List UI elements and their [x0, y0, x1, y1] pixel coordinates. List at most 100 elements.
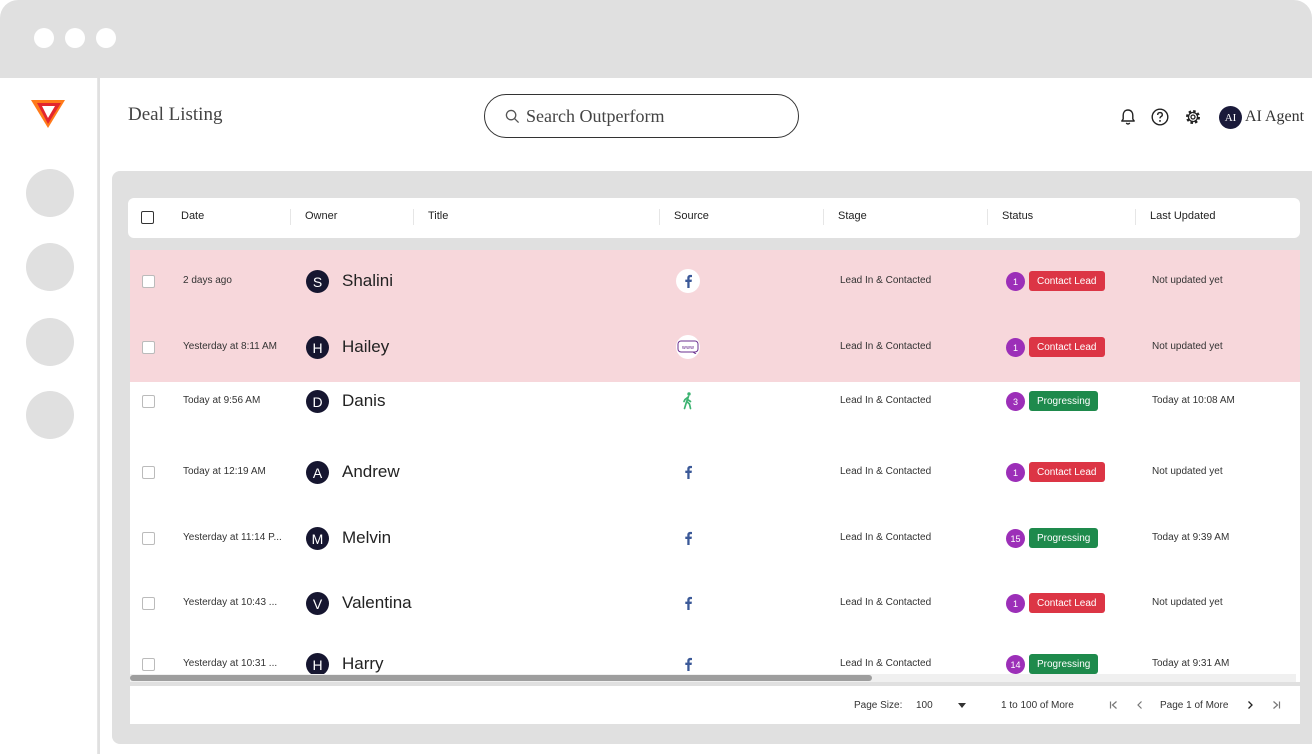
status-badge[interactable]: Contact Lead: [1029, 462, 1105, 482]
column-header-last-updated[interactable]: Last Updated: [1150, 210, 1216, 222]
activity-count-badge: 3: [1006, 392, 1025, 411]
table-row[interactable]: Yesterday at 10:43 ... V Valentina Lead In …: [130, 570, 1300, 636]
deal-date: Yesterday at 10:43 ...: [183, 597, 278, 608]
owner-name[interactable]: Danis: [342, 391, 386, 410]
owner-name[interactable]: Shalini: [342, 271, 394, 290]
column-header-stage[interactable]: Stage: [838, 210, 867, 222]
column-header-status[interactable]: Status: [1002, 210, 1034, 222]
sidebar-nav-item[interactable]: [26, 169, 74, 217]
select-all-checkbox[interactable]: [141, 211, 154, 224]
owner-name[interactable]: Andrew: [342, 462, 400, 481]
facebook-icon: [676, 526, 700, 550]
deal-stage: Lead In & Contacted: [840, 658, 932, 669]
row-checkbox[interactable]: [142, 532, 155, 545]
gear-icon[interactable]: [1183, 107, 1203, 127]
column-header-source[interactable]: Source: [674, 210, 709, 222]
owner-avatar: M: [306, 527, 329, 550]
deal-date: Today at 9:56 AM: [183, 395, 261, 406]
chevron-down-icon[interactable]: [958, 703, 966, 708]
last-updated: Not updated yet: [1152, 275, 1223, 286]
owner-avatar: H: [306, 336, 329, 359]
sidebar-nav-item[interactable]: [26, 318, 74, 366]
activity-count-badge: 14: [1006, 655, 1025, 674]
sidebar-nav-item[interactable]: [26, 243, 74, 291]
deal-stage: Lead In & Contacted: [840, 341, 932, 352]
sidebar-nav-item[interactable]: [26, 391, 74, 439]
status-badge[interactable]: Contact Lead: [1029, 593, 1105, 613]
column-divider: [823, 209, 824, 225]
sidebar: [0, 78, 100, 754]
facebook-icon: [676, 460, 700, 484]
pagination-bar: Page Size: 100 1 to 100 of More Page 1 o…: [130, 686, 1300, 724]
row-checkbox[interactable]: [142, 341, 155, 354]
column-divider: [987, 209, 988, 225]
status-badge[interactable]: Progressing: [1029, 528, 1099, 548]
row-checkbox[interactable]: [142, 395, 155, 408]
app-logo-icon[interactable]: [31, 98, 65, 130]
row-checkbox[interactable]: [142, 466, 155, 479]
deal-date: Yesterday at 11:14 P...: [183, 532, 282, 543]
window-dot[interactable]: [96, 28, 116, 48]
deal-date: Yesterday at 8:11 AM: [183, 341, 277, 352]
window-dot[interactable]: [34, 28, 54, 48]
deal-stage: Lead In & Contacted: [840, 275, 932, 286]
deal-date: 2 days ago: [183, 275, 232, 286]
horizontal-scrollbar[interactable]: [130, 674, 1296, 682]
previous-page-icon[interactable]: [1133, 698, 1147, 712]
table-row[interactable]: Today at 12:19 AM A Andrew Lead In & Contac…: [130, 439, 1300, 505]
row-checkbox[interactable]: [142, 658, 155, 671]
deal-stage: Lead In & Contacted: [840, 532, 932, 543]
status-badge[interactable]: Progressing: [1029, 654, 1099, 674]
column-header-title[interactable]: Title: [428, 210, 449, 222]
window-dot[interactable]: [65, 28, 85, 48]
column-divider: [290, 209, 291, 225]
user-name[interactable]: AI Agent: [1245, 108, 1305, 125]
activity-count-badge: 15: [1006, 529, 1025, 548]
owner-name[interactable]: Melvin: [342, 528, 392, 547]
owner-avatar: S: [306, 270, 329, 293]
search-bar[interactable]: [484, 94, 799, 138]
page-indicator: Page 1 of More: [1160, 700, 1229, 711]
column-header-owner[interactable]: Owner: [305, 210, 338, 222]
status-badge[interactable]: Contact Lead: [1029, 337, 1105, 357]
table-body: 2 days ago S Shalini Lead In & Contacted 1 Co…: [130, 250, 1300, 682]
owner-avatar: V: [306, 592, 329, 615]
row-checkbox[interactable]: [142, 275, 155, 288]
table-row[interactable]: Today at 9:56 AM D Danis Lead In & Contacte…: [130, 373, 1300, 439]
table-row[interactable]: Yesterday at 10:31 ... H Harry Lead In & Co…: [130, 636, 1300, 682]
activity-count-badge: 1: [1006, 463, 1025, 482]
owner-avatar: D: [306, 390, 329, 413]
user-avatar[interactable]: AI: [1219, 106, 1242, 129]
status-badge[interactable]: Progressing: [1029, 391, 1099, 411]
table-row[interactable]: Yesterday at 8:11 AM H Hailey www Lead In & …: [130, 316, 1300, 382]
last-updated: Not updated yet: [1152, 341, 1223, 352]
table-row[interactable]: Yesterday at 11:14 P... M Melvin Lead In & …: [130, 505, 1300, 571]
scrollbar-thumb[interactable]: [130, 675, 872, 681]
row-range: 1 to 100 of More: [1001, 700, 1074, 711]
last-updated: Not updated yet: [1152, 466, 1223, 477]
column-divider: [1135, 209, 1136, 225]
table-row[interactable]: 2 days ago S Shalini Lead In & Contacted 1 Co…: [130, 250, 1300, 316]
help-icon[interactable]: [1150, 107, 1170, 127]
web-source-icon: www: [676, 335, 700, 359]
next-page-icon[interactable]: [1243, 698, 1257, 712]
first-page-icon[interactable]: [1107, 698, 1121, 712]
status-badge[interactable]: Contact Lead: [1029, 271, 1105, 291]
page-size-select[interactable]: 100: [916, 700, 933, 711]
owner-avatar: A: [306, 461, 329, 484]
page-size-label: Page Size:: [854, 700, 903, 711]
facebook-icon: [676, 591, 700, 615]
owner-name[interactable]: Valentina: [342, 593, 412, 612]
row-checkbox[interactable]: [142, 597, 155, 610]
deal-stage: Lead In & Contacted: [840, 395, 932, 406]
owner-name[interactable]: Hailey: [342, 337, 390, 356]
owner-name[interactable]: Harry: [342, 654, 384, 673]
bell-icon[interactable]: [1118, 107, 1138, 127]
window-titlebar: [0, 0, 1312, 78]
search-input[interactable]: [526, 105, 786, 127]
deal-date: Yesterday at 10:31 ...: [183, 658, 278, 669]
column-divider: [413, 209, 414, 225]
last-page-icon[interactable]: [1269, 698, 1283, 712]
column-header-date[interactable]: Date: [181, 210, 205, 222]
page-title: Deal Listing: [128, 104, 223, 125]
